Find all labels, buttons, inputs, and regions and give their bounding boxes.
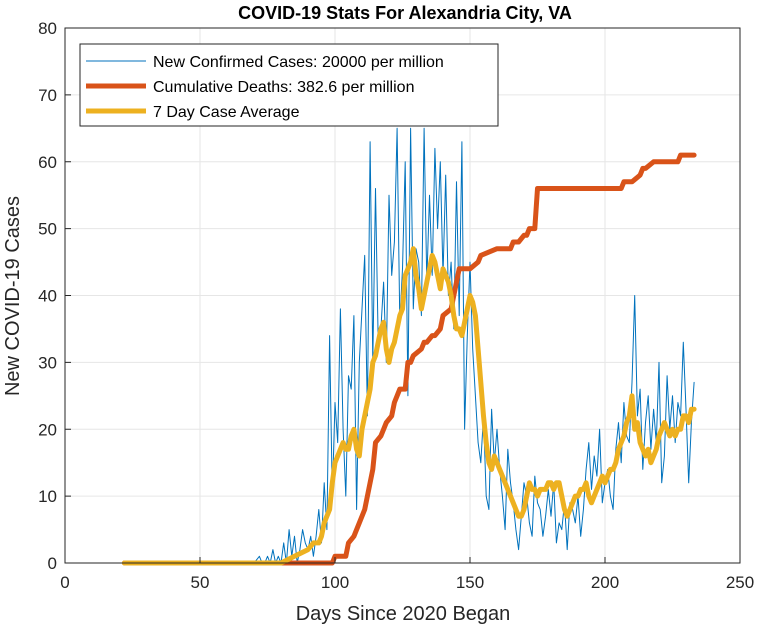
y-tick-label: 80 [38,19,57,38]
y-tick-label: 20 [38,420,57,439]
series-new-confirmed-cases [123,127,695,564]
x-tick-label: 50 [191,573,210,592]
x-tick-label: 200 [591,573,619,592]
x-tick-label: 250 [726,573,754,592]
legend: New Confirmed Cases: 20000 per million C… [79,43,499,127]
x-tick-label: 150 [456,573,484,592]
chart-title: COVID-19 Stats For Alexandria City, VA [238,3,572,23]
y-tick-label: 0 [48,554,57,573]
x-ticks: 0 50 100 150 200 250 [60,557,754,592]
legend-box [79,43,499,127]
x-tick-label: 100 [321,573,349,592]
y-tick-label: 30 [38,353,57,372]
y-tick-label: 60 [38,153,57,172]
y-tick-label: 70 [38,86,57,105]
x-tick-label: 0 [60,573,69,592]
legend-label-7-day-average: 7 Day Case Average [153,104,300,121]
series-cumulative-deaths [121,152,697,566]
y-tick-label: 40 [38,287,57,306]
legend-label-cumulative-deaths: Cumulative Deaths: 382.6 per million [153,79,414,96]
series-layer [121,127,697,566]
series-7-day-average [121,246,697,566]
legend-label-new-cases: New Confirmed Cases: 20000 per million [153,54,444,71]
y-axis-label: New COVID-19 Cases [2,196,24,396]
y-tick-label: 50 [38,220,57,239]
y-ticks: 0 10 20 30 40 50 60 70 80 [38,19,71,573]
y-tick-label: 10 [38,487,57,506]
x-axis-label: Days Since 2020 Began [296,603,511,625]
